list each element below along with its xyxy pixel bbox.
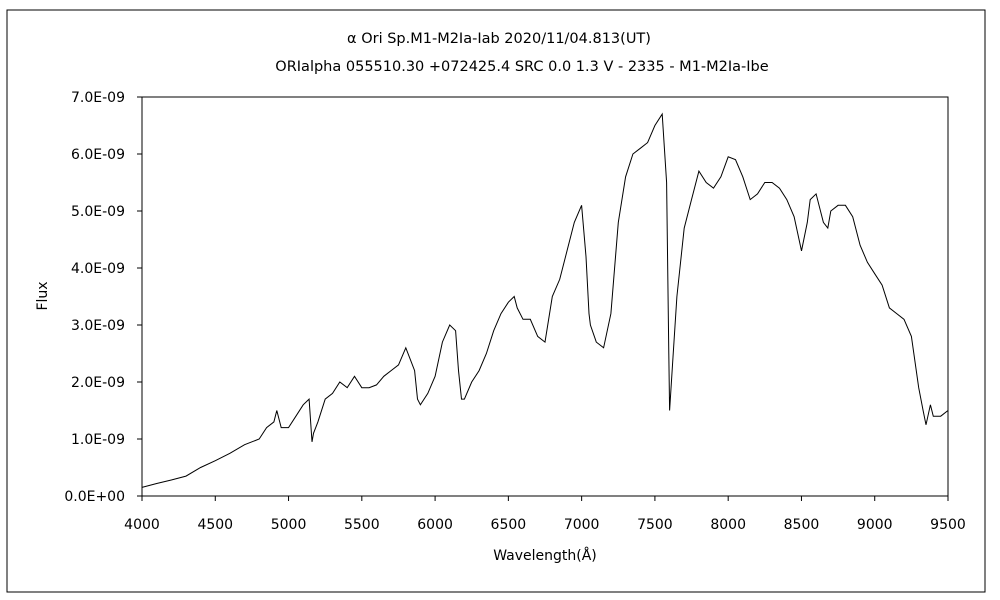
y-tick-label: 3.0E-09 xyxy=(71,318,125,334)
plot-area xyxy=(141,96,949,497)
chart-border xyxy=(6,9,986,593)
x-tick-label: 9000 xyxy=(857,517,893,533)
y-axis-label: Flux xyxy=(35,281,51,310)
y-tick-label: 1.0E-09 xyxy=(71,432,125,448)
y-tick-label: 0.0E+00 xyxy=(64,489,125,505)
y-tick-label: 5.0E-09 xyxy=(71,204,125,220)
y-tick-label: 6.0E-09 xyxy=(71,147,125,163)
chart-subtitle: ORIalpha 055510.30 +072425.4 SRC 0.0 1.3… xyxy=(275,59,768,75)
x-tick-label: 4500 xyxy=(197,517,233,533)
x-tick-label: 7000 xyxy=(564,517,600,533)
x-tick-label: 8500 xyxy=(784,517,820,533)
x-tick-label: 4000 xyxy=(124,517,160,533)
x-tick-label: 5000 xyxy=(271,517,307,533)
x-tick-label: 7500 xyxy=(637,517,673,533)
y-tick-label: 4.0E-09 xyxy=(71,261,125,277)
x-tick-label: 6000 xyxy=(417,517,453,533)
spectrum-line xyxy=(141,112,949,488)
y-tick-label: 2.0E-09 xyxy=(71,375,125,391)
y-tick-label: 7.0E-09 xyxy=(71,90,125,106)
x-tick-label: 9500 xyxy=(930,517,966,533)
x-tick-label: 8000 xyxy=(710,517,746,533)
x-axis-label: Wavelength(Å) xyxy=(493,547,597,564)
chart-title: α Ori Sp.M1-M2Ia-Iab 2020/11/04.813(UT) xyxy=(347,31,651,47)
x-axis: 4000 4500 5000 5500 6000 6500 7000 7500 8000 8500… xyxy=(124,496,966,533)
x-tick-label: 6500 xyxy=(491,517,527,533)
y-axis: 0.0E+00 1.0E-09 2.0E-09 3.0E-09 4.0E-09 5.0E-… xyxy=(64,90,142,505)
x-tick-label: 5500 xyxy=(344,517,380,533)
